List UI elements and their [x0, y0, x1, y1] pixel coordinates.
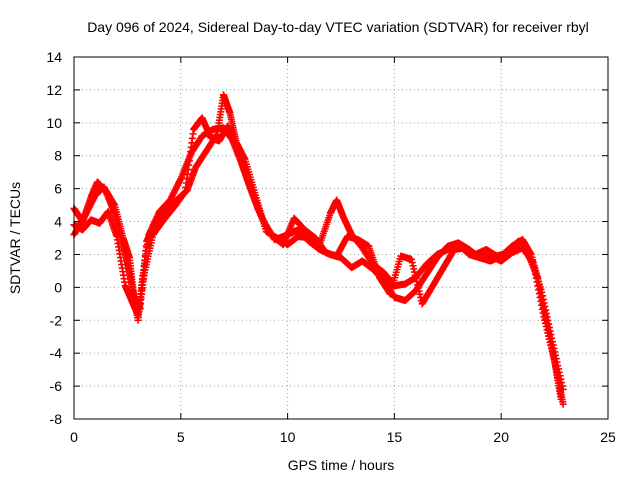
x-axis-label: GPS time / hours: [288, 457, 395, 473]
x-tick-label: 15: [387, 429, 403, 445]
axis-ticks: [73, 56, 609, 420]
y-tick-label: 14: [46, 49, 62, 65]
axis-tick-labels: 0 5 10 15 20 25 -8 -6 -4 -2 0 2 4 6 8 10 12 14: [46, 49, 616, 445]
y-tick-label: 6: [54, 181, 62, 197]
y-tick-label: 2: [54, 246, 62, 262]
y-tick-label: 10: [46, 115, 62, 131]
series-layer: [70, 91, 567, 408]
series-track-3: [70, 114, 567, 408]
y-tick-label: 12: [46, 82, 62, 98]
y-tick-label: -2: [50, 312, 63, 328]
data-point-marker: [559, 400, 567, 408]
x-tick-label: 25: [600, 429, 616, 445]
y-tick-label: 8: [54, 148, 62, 164]
y-tick-label: -4: [50, 345, 63, 361]
x-tick-label: 20: [493, 429, 509, 445]
plot-border: [73, 56, 609, 420]
x-tick-label: 10: [280, 429, 296, 445]
y-tick-label: -8: [50, 411, 63, 427]
y-tick-label: 0: [54, 279, 62, 295]
x-tick-label: 5: [177, 429, 185, 445]
y-axis-label: SDTVAR / TECUs: [7, 182, 23, 294]
x-tick-label: 0: [70, 429, 78, 445]
y-tick-label: 4: [54, 214, 62, 230]
y-tick-label: -6: [50, 378, 63, 394]
chart-title: Day 096 of 2024, Sidereal Day-to-day VTE…: [87, 19, 589, 35]
